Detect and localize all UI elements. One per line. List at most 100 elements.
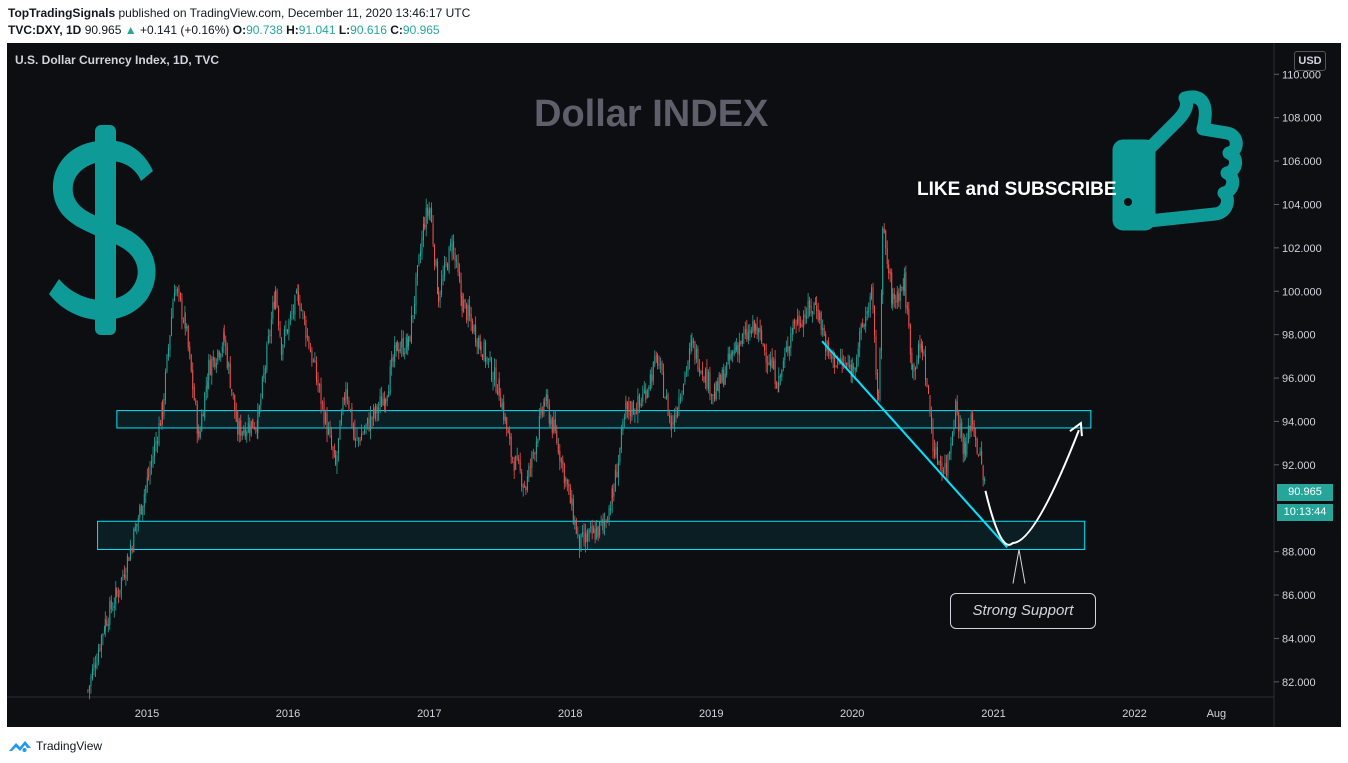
candle-body (315, 361, 317, 380)
candle-body (737, 344, 739, 354)
candle-body (100, 635, 102, 651)
tradingview-footer[interactable]: TradingView (8, 737, 102, 755)
candle-body (847, 362, 849, 365)
candle-body (579, 536, 581, 551)
candle-body (658, 363, 660, 366)
candle-body (792, 321, 794, 332)
candle-body (841, 358, 843, 364)
candle-body (613, 490, 615, 497)
chart-pane[interactable]: 110.000 108.000 106.000 104.000 102.000 100.0… (7, 43, 1341, 727)
candle-body (964, 442, 966, 454)
candle-body (970, 414, 972, 431)
candle-body (822, 328, 824, 331)
candle-body (316, 377, 318, 380)
author-name[interactable]: TopTradingSignals (8, 6, 116, 20)
low-value: 90.616 (350, 23, 387, 37)
candle-body (379, 396, 381, 406)
candle-body (528, 466, 530, 478)
candle-body (231, 388, 233, 392)
candle-body (107, 624, 109, 626)
candle-body (804, 313, 806, 318)
candle-body (164, 371, 166, 401)
candle-body (483, 342, 485, 360)
candle-body (923, 351, 925, 354)
candle-body (521, 472, 523, 487)
publish-info: published on TradingView.com, December 1… (118, 6, 471, 20)
candle-body (976, 438, 978, 454)
candle-body (638, 394, 640, 405)
candle-body (292, 311, 294, 313)
candle-body (700, 370, 702, 373)
candle-body (543, 402, 545, 415)
last-price: 90.965 (84, 23, 122, 37)
candle-body (151, 460, 153, 467)
candle-body (654, 356, 656, 365)
candle-body (577, 534, 579, 536)
candle-body (905, 272, 907, 308)
candle-body (919, 343, 921, 351)
candle-body (807, 300, 809, 317)
candle-body (874, 306, 876, 336)
candle-body (361, 433, 363, 441)
candle-body (767, 363, 769, 365)
price-chart[interactable]: 110.000 108.000 106.000 104.000 102.000 100.0… (7, 43, 1341, 727)
candle-body (170, 316, 172, 336)
countdown-tag: 10:13:44 (1277, 504, 1333, 521)
candle-body (706, 368, 708, 389)
candle-body (648, 387, 650, 389)
candle-body (788, 346, 790, 354)
candle-body (140, 504, 142, 515)
candle-body (146, 477, 148, 487)
candle-body (99, 648, 101, 650)
candle-body (926, 378, 928, 388)
candle-body (877, 372, 879, 397)
candle-body (973, 423, 975, 437)
high-label: H: (286, 23, 299, 37)
candle-body (510, 436, 512, 458)
candle-body (122, 575, 124, 577)
candle-body (859, 331, 861, 348)
candle-body (809, 300, 811, 308)
candle-body (434, 245, 436, 266)
candle-body (911, 365, 913, 370)
candle-body (297, 292, 299, 305)
candle-body (891, 272, 893, 304)
candle-body (945, 462, 947, 476)
candle-body (747, 332, 749, 340)
candle-body (672, 422, 674, 425)
candle-body (198, 431, 200, 438)
currency-button[interactable]: USD (1294, 51, 1326, 71)
candle-body (270, 319, 272, 337)
candle-body (199, 431, 201, 438)
candle-body (596, 527, 598, 539)
candle-body (311, 350, 313, 363)
candle-body (226, 346, 228, 368)
candle-body (441, 279, 443, 295)
candle-body (909, 324, 911, 355)
candle-body (865, 315, 867, 327)
candle-body (879, 349, 881, 400)
candle-body (285, 329, 287, 331)
candle-body (781, 370, 783, 378)
candle-body (761, 330, 763, 343)
candle-body (663, 371, 665, 398)
candle-body (966, 441, 968, 455)
y-tick-label: 82.000 (1282, 677, 1316, 689)
candle-body (112, 609, 114, 611)
candle-body (346, 389, 348, 400)
candle-body (559, 450, 561, 461)
candle-body (283, 329, 285, 343)
candle-body (396, 341, 398, 351)
candle-body (526, 476, 528, 491)
candle-body (703, 376, 705, 382)
time-axis[interactable]: 2015 2016 2017 2018 2019 2020 2021 2022 Aug (135, 708, 1226, 720)
y-tick-label: 88.000 (1282, 547, 1316, 559)
price-axis[interactable]: 110.000 108.000 106.000 104.000 102.000 100.0… (1274, 69, 1322, 689)
candle-body (451, 239, 453, 254)
candle-body (619, 447, 621, 462)
candle-body (173, 292, 175, 302)
candle-body (172, 302, 174, 319)
candle-body (319, 384, 321, 386)
candle-body (431, 208, 433, 223)
candle-body (475, 324, 477, 343)
